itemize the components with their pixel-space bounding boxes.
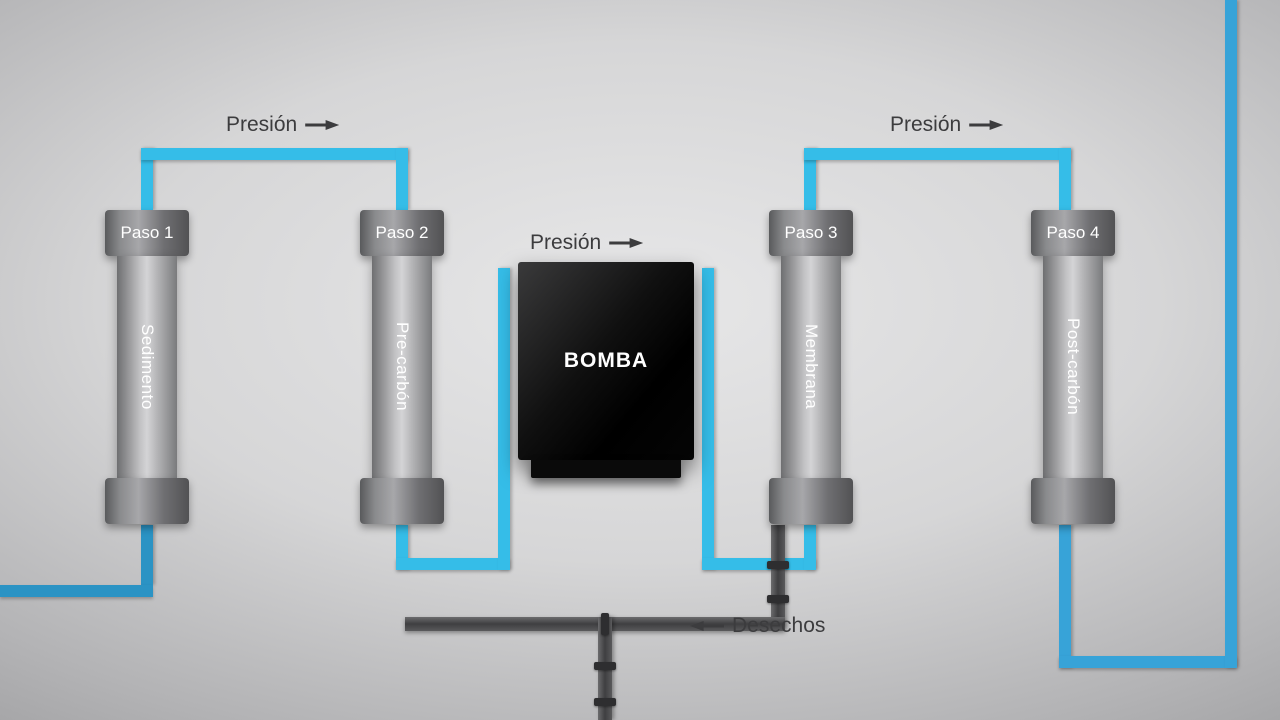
- pump-label: BOMBA: [564, 349, 648, 373]
- filter-name-label: Membrana: [801, 324, 821, 409]
- filter-cap-top: Paso 2: [360, 210, 444, 256]
- filter-tube: Sedimento: [117, 256, 177, 478]
- filter-name-label: Sedimento: [137, 324, 157, 410]
- pipe: [396, 558, 510, 570]
- pipe-joint: [767, 561, 789, 569]
- filter-cap-bottom: [769, 478, 853, 524]
- pipe: [1059, 525, 1071, 668]
- pump-body: BOMBA: [518, 262, 694, 460]
- filter-step1: Paso 1 Sedimento: [105, 210, 189, 524]
- filter-cap-top: Paso 3: [769, 210, 853, 256]
- filter-cap-bottom: [360, 478, 444, 524]
- pipe: [396, 148, 408, 210]
- filter-name-label: Post-carbón: [1063, 318, 1083, 415]
- filter-cap-bottom: [105, 478, 189, 524]
- pipe: [1059, 148, 1071, 210]
- pipe: [702, 558, 816, 570]
- pipe: [804, 525, 816, 570]
- pump-base: [531, 460, 681, 478]
- pipe: [1059, 656, 1237, 668]
- pipe: [1225, 0, 1237, 668]
- pipe-joint: [594, 698, 616, 706]
- filter-tube: Membrana: [781, 256, 841, 478]
- flow-label-text: Desechos: [732, 614, 825, 638]
- pressure-label: Presión: [530, 231, 643, 255]
- pipe: [702, 268, 714, 570]
- filter-step-label: Paso 4: [1047, 223, 1100, 243]
- flow-label-text: Presión: [890, 113, 961, 137]
- pressure-label: Presión: [890, 113, 1003, 137]
- pipe-joint: [767, 595, 789, 603]
- pipe: [141, 525, 153, 585]
- pressure-label: Presión: [226, 113, 339, 137]
- pipe: [804, 148, 1071, 160]
- filter-step2: Paso 2 Pre-carbón: [360, 210, 444, 524]
- filter-step-label: Paso 2: [376, 223, 429, 243]
- pump: BOMBA: [518, 262, 694, 478]
- filter-cap-top: Paso 4: [1031, 210, 1115, 256]
- flow-label-text: Presión: [530, 231, 601, 255]
- pipe: [498, 268, 510, 570]
- filter-name-label: Pre-carbón: [392, 322, 412, 411]
- filter-step3: Paso 3 Membrana: [769, 210, 853, 524]
- filter-step-label: Paso 1: [121, 223, 174, 243]
- pipe: [141, 148, 408, 160]
- flow-label-text: Presión: [226, 113, 297, 137]
- filter-tube: Pre-carbón: [372, 256, 432, 478]
- filter-step-label: Paso 3: [785, 223, 838, 243]
- filter-cap-bottom: [1031, 478, 1115, 524]
- diagram-stage: BOMBAPaso 1SedimentoPaso 2Pre-carbónPaso…: [0, 0, 1280, 720]
- pipe-joint: [594, 662, 616, 670]
- filter-tube: Post-carbón: [1043, 256, 1103, 478]
- pipe-joint: [601, 613, 609, 635]
- waste-label: Desechos: [690, 614, 825, 638]
- pipe: [0, 585, 153, 597]
- filter-step4: Paso 4 Post-carbón: [1031, 210, 1115, 524]
- filter-cap-top: Paso 1: [105, 210, 189, 256]
